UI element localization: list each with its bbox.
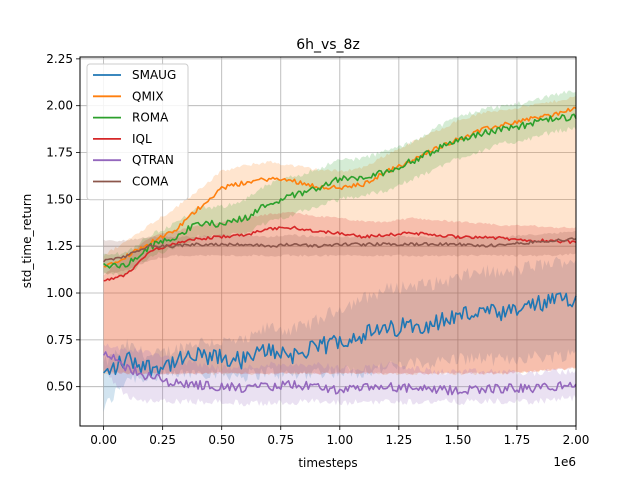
- series-band-qmix: [103, 95, 576, 376]
- y-tick-label: 0.50: [46, 380, 73, 394]
- chart-title: 6h_vs_8z: [296, 37, 360, 53]
- series-band-qtran: [103, 343, 576, 407]
- x-axis-label: timesteps: [298, 456, 357, 470]
- x-tick-label: 0.50: [208, 433, 235, 447]
- series-line-qtran: [102, 351, 577, 396]
- plot-frame: [79, 56, 577, 427]
- x-tick-label: 0.25: [149, 433, 176, 447]
- y-tick-label: 1.75: [46, 146, 73, 160]
- series-band-smaug: [103, 256, 576, 412]
- x-tick-label: 0.00: [90, 433, 117, 447]
- y-tick-label: 1.00: [46, 286, 73, 300]
- series-lines: [102, 106, 577, 396]
- y-tick-label: 0.75: [46, 333, 73, 347]
- series-band-coma: [103, 230, 576, 274]
- x-tick-label: 1.50: [445, 433, 472, 447]
- series-line-coma: [103, 237, 577, 263]
- x-tick-label: 1.00: [326, 433, 353, 447]
- y-tick-label: 1.25: [46, 239, 73, 253]
- legend-label: SMAUG: [132, 68, 176, 82]
- legend: SMAUG QMIX ROMA IQL QTRAN COMA: [86, 63, 189, 201]
- y-tick-label: 2.00: [46, 99, 73, 113]
- legend-label: QTRAN: [132, 153, 174, 167]
- legend-box: [86, 63, 189, 201]
- y-tick-label: 1.50: [46, 192, 73, 206]
- x-axis-offset-label: 1e6: [553, 455, 576, 469]
- legend-label: ROMA: [132, 111, 169, 125]
- series-line-iql: [103, 225, 577, 282]
- x-tick-label: 0.75: [267, 433, 294, 447]
- x-tick-label: 1.75: [504, 433, 531, 447]
- confidence-bands: [103, 90, 576, 412]
- series-line-smaug: [103, 292, 577, 378]
- series-band-roma: [103, 90, 576, 277]
- x-tick-label: 1.25: [385, 433, 412, 447]
- axis-ticks: 0.00 0.25 0.50 0.75 1.00 1.25 1.50 1.75 2.00 0.50…: [46, 52, 589, 447]
- series-line-qmix: [103, 106, 577, 268]
- legend-label: COMA: [132, 175, 169, 189]
- y-tick-label: 2.25: [46, 52, 73, 66]
- legend-label: IQL: [132, 132, 152, 146]
- x-tick-label: 2.00: [563, 433, 590, 447]
- series-band-iql: [103, 211, 576, 375]
- y-axis-label: std_time_return: [20, 194, 34, 288]
- series-line-roma: [103, 113, 577, 269]
- legend-label: QMIX: [132, 89, 164, 103]
